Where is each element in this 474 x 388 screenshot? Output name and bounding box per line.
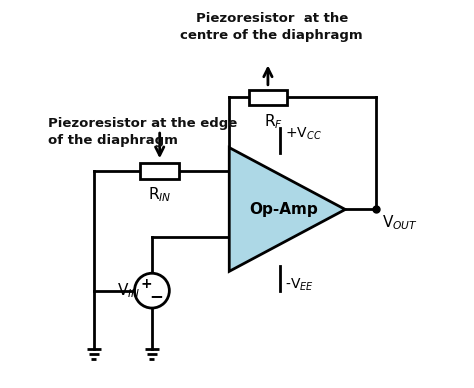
Text: R$_{IN}$: R$_{IN}$ — [148, 185, 172, 204]
Text: -V$_{EE}$: -V$_{EE}$ — [285, 277, 314, 293]
Text: Piezoresistor  at the
centre of the diaphragm: Piezoresistor at the centre of the diaph… — [181, 12, 363, 42]
Text: V$_{IN}$: V$_{IN}$ — [117, 281, 141, 300]
Text: Piezoresistor at the edge
of the diaphragm: Piezoresistor at the edge of the diaphra… — [47, 117, 237, 147]
Circle shape — [135, 273, 169, 308]
Text: +V$_{CC}$: +V$_{CC}$ — [285, 126, 322, 142]
Bar — [248, 90, 287, 105]
Text: Op-Amp: Op-Amp — [249, 202, 318, 217]
Text: R$_F$: R$_F$ — [264, 112, 283, 131]
Text: +: + — [140, 277, 152, 291]
Bar — [140, 163, 179, 178]
Text: V$_{OUT}$: V$_{OUT}$ — [382, 214, 418, 232]
Polygon shape — [229, 147, 345, 271]
Text: −: − — [150, 288, 164, 305]
